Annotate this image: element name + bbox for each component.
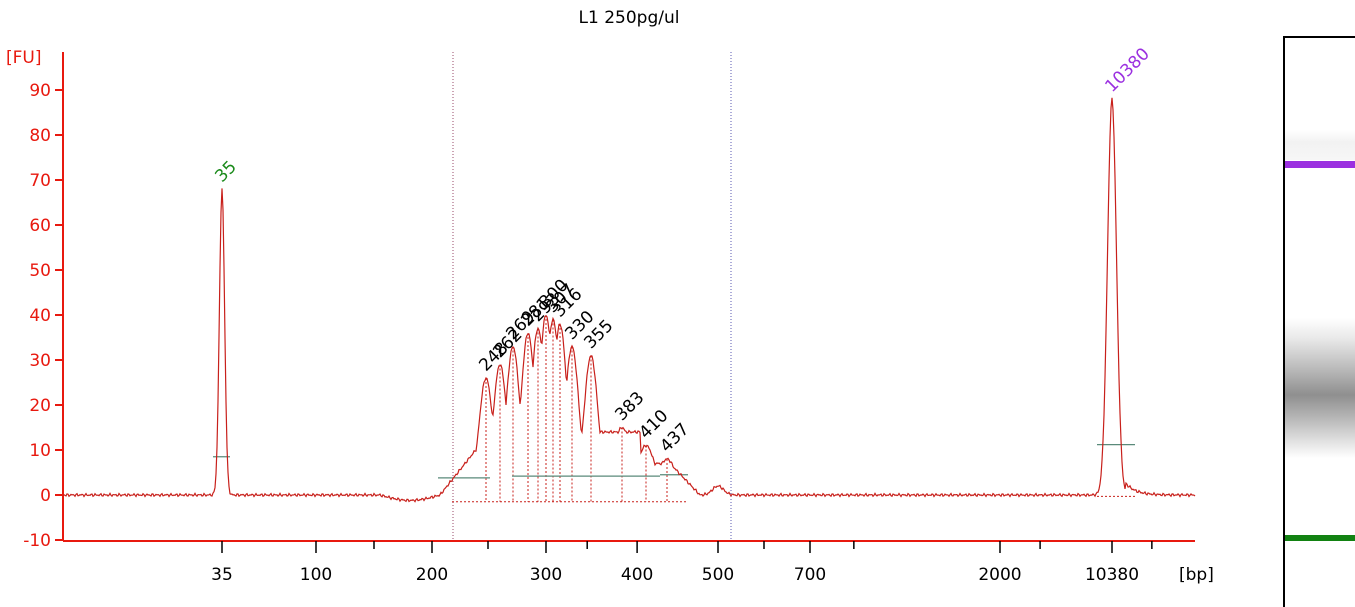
y-tick-label: 10: [29, 441, 51, 461]
x-tick-label: 300: [530, 565, 562, 585]
y-tick-label: 40: [29, 306, 51, 326]
y-tick-label: 20: [29, 396, 51, 416]
trace-group: [62, 97, 1196, 503]
y-tick-label: 80: [29, 126, 51, 146]
virtual-gel-lane: [1283, 36, 1355, 607]
x-axis-label: [bp]: [1179, 565, 1214, 585]
x-tick-label: 700: [794, 565, 826, 585]
x-tick-label: 500: [702, 565, 734, 585]
y-tick-label: 60: [29, 216, 51, 236]
region-guides: [452, 52, 732, 541]
y-tick-label: 90: [29, 81, 51, 101]
y-ticks: -10 0 10 20 30 40 50 60 70 80 90: [23, 81, 63, 551]
y-tick-label: 30: [29, 351, 51, 371]
peak-labels: 3524826226928129330030731633035538341043…: [211, 44, 1153, 456]
gel-lower-marker-band: [1285, 535, 1355, 541]
y-tick-label: 70: [29, 171, 51, 191]
axes: [62, 52, 1195, 542]
x-ticks: 35 100 200 300 400 500 700 2000 10380: [211, 541, 1153, 585]
x-tick-label: 10380: [1085, 565, 1139, 585]
peak-droplines: [452, 315, 1137, 503]
y-tick-label: -10: [23, 531, 51, 551]
gel-smear: [1285, 318, 1355, 458]
y-axis-label: [FU]: [6, 48, 42, 68]
trace-line: [62, 97, 1196, 503]
x-tick-label: 200: [416, 565, 448, 585]
y-tick-label: 0: [40, 486, 51, 506]
gel-upper-marker-band: [1285, 161, 1355, 168]
x-tick-label: 2000: [978, 565, 1021, 585]
y-tick-label: 50: [29, 261, 51, 281]
peak-label: 10380: [1101, 44, 1153, 96]
gel-haze-upper: [1285, 130, 1355, 160]
electropherogram-chart: L1 250pg/ul [FU] [bp] -10 0 10 20 30 40 50 60 70…: [6, 8, 1214, 585]
x-tick-label: 35: [211, 565, 233, 585]
chart-title: L1 250pg/ul: [579, 8, 680, 28]
peak-label: 383: [611, 388, 648, 425]
peak-label: 35: [211, 157, 240, 186]
x-tick-label: 100: [300, 565, 332, 585]
x-tick-label: 400: [621, 565, 653, 585]
